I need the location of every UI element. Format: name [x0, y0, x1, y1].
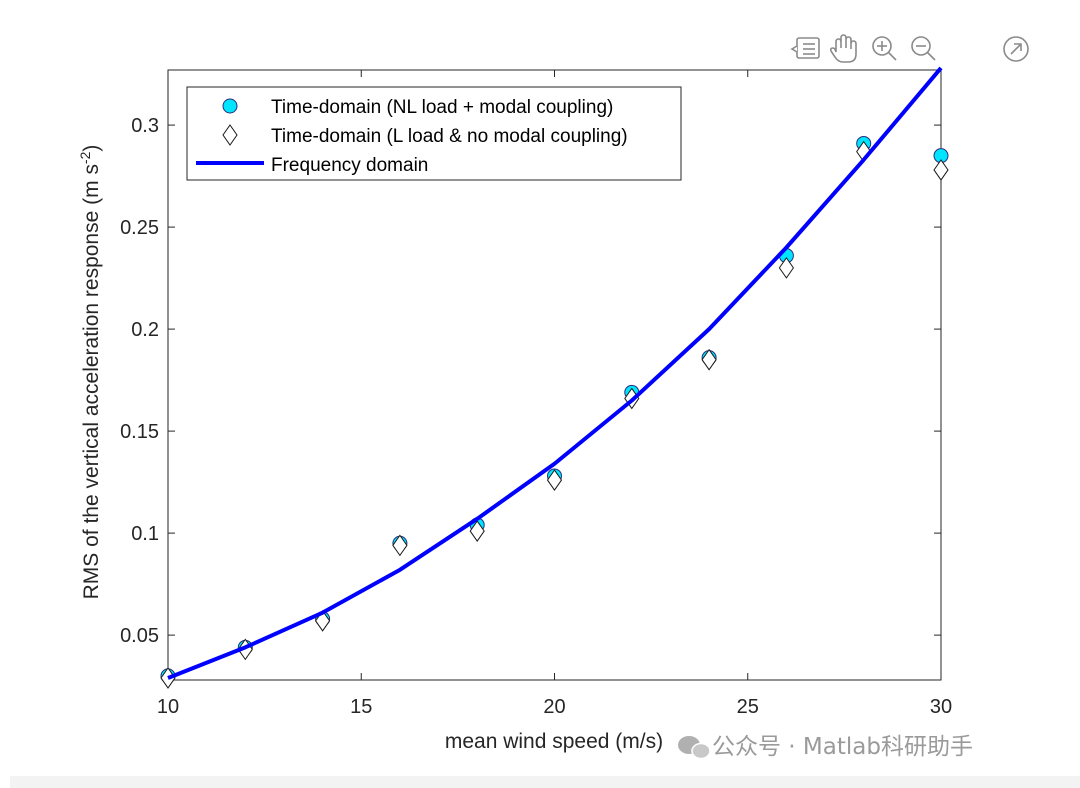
- data-point-diamond: [314, 609, 331, 632]
- legend: Time-domain (NL load + modal coupling) T…: [186, 86, 682, 181]
- x-tick-label: 15: [350, 696, 372, 718]
- data-point-diamond: [469, 520, 485, 542]
- data-point-diamond: [701, 348, 717, 371]
- data-point-diamond: [546, 469, 563, 491]
- x-tick-label: 20: [543, 696, 565, 718]
- x-tick-labels: 10 15 20 25 30: [157, 696, 952, 718]
- series-line-frequency-domain: [167, 66, 943, 680]
- legend-label-nl: Time-domain (NL load + modal coupling): [271, 97, 613, 118]
- x-tick-label: 25: [737, 696, 759, 718]
- y-axis-label-end: ): [80, 145, 103, 152]
- figure-window: 10 15 20 25 30 0.05 0.1 0.15 0.2 0.25 0.3 mean wi…: [77, 34, 1029, 760]
- x-axis-label: mean wind speed (m/s): [445, 730, 663, 753]
- y-tick-label: 0.05: [120, 625, 159, 647]
- legend-marker-diamond: [222, 124, 238, 146]
- chart-svg: 10 15 20 25 30 0.05 0.1 0.15 0.2 0.25 0.3 mean wi…: [77, 34, 1029, 760]
- legend-box: [186, 86, 682, 181]
- y-tick-label: 0.25: [120, 217, 159, 239]
- y-axis-label: RMS of the vertical acceleration respons…: [77, 145, 103, 600]
- export-icon[interactable]: [1003, 36, 1029, 62]
- data-tips-icon[interactable]: [790, 37, 820, 59]
- y-tick-label: 0.3: [131, 115, 159, 137]
- axes-toolbar: [790, 34, 1029, 63]
- legend-marker-circle: [222, 98, 238, 114]
- watermark-text: 公众号 · Matlab科研助手: [712, 734, 973, 760]
- y-tick-label: 0.2: [131, 319, 159, 341]
- data-point-diamond: [933, 159, 949, 181]
- y-tick-label: 0.1: [131, 523, 159, 545]
- wechat-icon: [678, 736, 711, 760]
- y-tick-labels: 0.05 0.1 0.15 0.2 0.25 0.3: [120, 115, 159, 647]
- legend-label-l: Time-domain (L load & no modal coupling): [271, 126, 628, 147]
- y-axis-label-sup: -2: [77, 151, 93, 164]
- data-point-diamond: [778, 257, 795, 279]
- data-point-diamond: [392, 534, 408, 557]
- bottom-strip: [10, 776, 1080, 788]
- legend-label-freq: Frequency domain: [271, 155, 428, 176]
- zoom-in-icon[interactable]: [872, 36, 897, 61]
- y-tick-label: 0.15: [120, 421, 159, 443]
- zoom-out-icon[interactable]: [911, 36, 936, 61]
- watermark: 公众号 · Matlab科研助手: [678, 734, 973, 760]
- plot-content: [160, 66, 949, 689]
- pan-hand-icon[interactable]: [829, 34, 857, 63]
- y-axis-label-main: RMS of the vertical acceleration respons…: [80, 164, 103, 599]
- x-tick-label: 10: [157, 696, 179, 718]
- x-tick-label: 30: [930, 696, 952, 718]
